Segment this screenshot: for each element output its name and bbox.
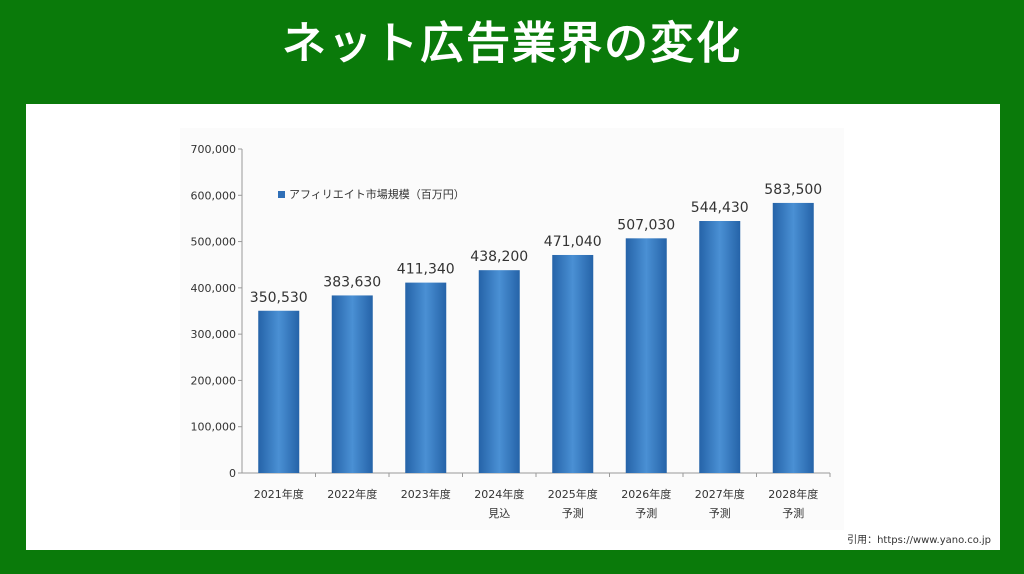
bar <box>405 282 447 473</box>
x-tick-label: 2028年度 <box>768 487 818 501</box>
x-tick-sublabel: 見込 <box>488 507 510 520</box>
chart-area: 0 100,000 200,000 300,000 400,000 500,000 600,… <box>180 128 844 530</box>
bar <box>478 270 520 473</box>
x-tick-label: 2025年度 <box>548 487 598 501</box>
y-tick-label: 300,000 <box>191 328 237 341</box>
x-tick-sublabel: 予測 <box>709 506 731 520</box>
bar <box>552 254 594 473</box>
data-label: 438,200 <box>470 249 528 265</box>
chart-legend: アフィリエイト市場規模（百万円） <box>278 186 465 202</box>
data-label: 471,040 <box>544 234 602 250</box>
citation-text: 引用：https://www.yano.co.jp <box>847 535 991 546</box>
data-label: 411,340 <box>397 262 455 278</box>
bar <box>699 221 741 473</box>
x-tick-label: 2027年度 <box>695 487 745 501</box>
x-tick-label: 2023年度 <box>401 487 451 501</box>
x-tick-label: 2021年度 <box>254 487 304 501</box>
bar <box>625 238 667 473</box>
x-tick-label: 2022年度 <box>327 487 377 501</box>
bar-chart: 0 100,000 200,000 300,000 400,000 500,000 600,… <box>191 143 831 520</box>
legend-swatch <box>278 190 285 198</box>
data-label: 507,030 <box>617 217 675 233</box>
data-label: 350,530 <box>250 290 308 306</box>
y-tick-label: 500,000 <box>191 236 237 249</box>
y-tick-label: 200,000 <box>191 374 237 387</box>
x-tick-label: 2024年度 <box>474 487 524 501</box>
bar <box>331 295 373 473</box>
bar <box>258 310 300 473</box>
y-tick-label: 600,000 <box>191 189 237 202</box>
y-tick-label: 400,000 <box>191 282 237 295</box>
x-tick-sublabel: 予測 <box>782 506 804 520</box>
page-title: ネット広告業界の変化 <box>282 18 742 69</box>
data-label: 583,500 <box>764 182 822 198</box>
x-tick-sublabel: 予測 <box>635 506 657 520</box>
x-tick-label: 2026年度 <box>621 487 671 501</box>
data-label: 383,630 <box>323 274 381 290</box>
y-tick-label: 100,000 <box>191 421 237 434</box>
x-tick-sublabel: 予測 <box>562 506 584 520</box>
bar <box>772 202 814 473</box>
y-tick-label: 0 <box>229 467 236 480</box>
data-label: 544,430 <box>691 200 749 216</box>
y-tick-label: 700,000 <box>191 143 237 156</box>
legend-label: アフィリエイト市場規模（百万円） <box>289 188 465 201</box>
